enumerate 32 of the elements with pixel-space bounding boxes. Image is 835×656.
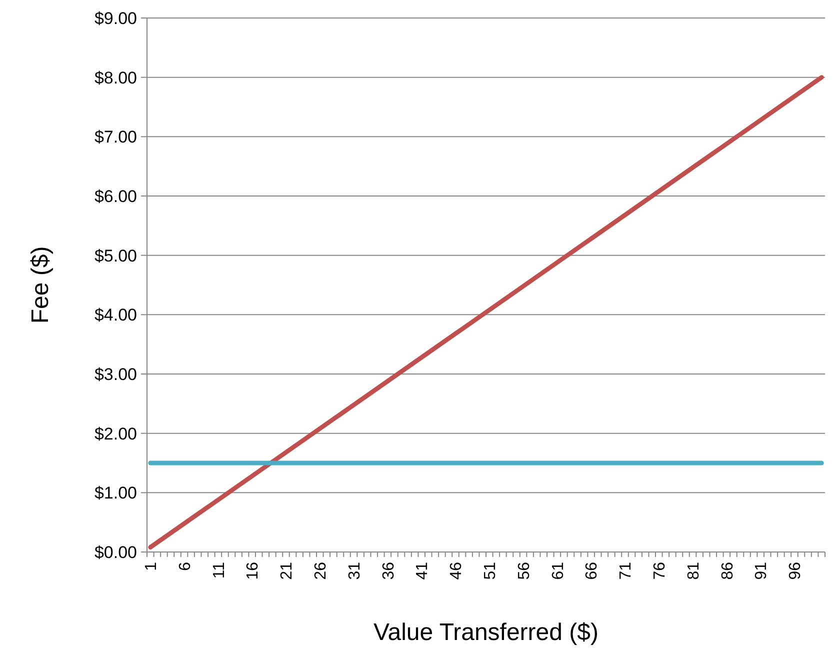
y-tick-label: $9.00 bbox=[94, 8, 137, 28]
y-tick-label: $3.00 bbox=[94, 364, 137, 384]
x-tick-label: 71 bbox=[618, 562, 635, 580]
x-tick-label: 91 bbox=[753, 562, 770, 580]
y-tick-label: $5.00 bbox=[94, 246, 137, 266]
x-tick-label: 36 bbox=[380, 562, 398, 580]
x-tick-label: 96 bbox=[787, 562, 804, 580]
y-tick-label: $4.00 bbox=[94, 306, 137, 325]
x-tick-label: 81 bbox=[685, 562, 702, 580]
x-tick-label: 1 bbox=[142, 562, 160, 571]
x-axis-title: Value Transferred ($) bbox=[374, 619, 598, 646]
x-tick-label: 56 bbox=[516, 562, 533, 580]
y-tick-label: $2.00 bbox=[94, 424, 137, 444]
x-tick-label: 76 bbox=[651, 562, 668, 580]
x-tick-label: 31 bbox=[346, 562, 364, 580]
y-tick-label: $6.00 bbox=[94, 186, 137, 206]
x-tick-label: 6 bbox=[176, 562, 194, 571]
x-tick-label: 26 bbox=[312, 562, 330, 580]
y-tick-label: $7.00 bbox=[94, 128, 137, 147]
x-tick-label: 41 bbox=[414, 562, 432, 580]
x-tick-label: 46 bbox=[448, 562, 466, 580]
x-tick-label: 11 bbox=[210, 562, 228, 579]
x-tick-label: 86 bbox=[719, 562, 736, 580]
x-tick-label: 66 bbox=[584, 562, 601, 580]
x-tick-label: 51 bbox=[482, 562, 499, 580]
x-tick-label: 21 bbox=[278, 562, 296, 580]
x-tick-label: 16 bbox=[244, 562, 262, 580]
x-tick-label: 61 bbox=[550, 562, 567, 580]
y-tick-label: $0.00 bbox=[94, 542, 137, 562]
y-tick-label: $8.00 bbox=[94, 68, 137, 88]
y-axis-title: Fee ($) bbox=[27, 246, 54, 324]
y-tick-label: $1.00 bbox=[94, 484, 137, 503]
